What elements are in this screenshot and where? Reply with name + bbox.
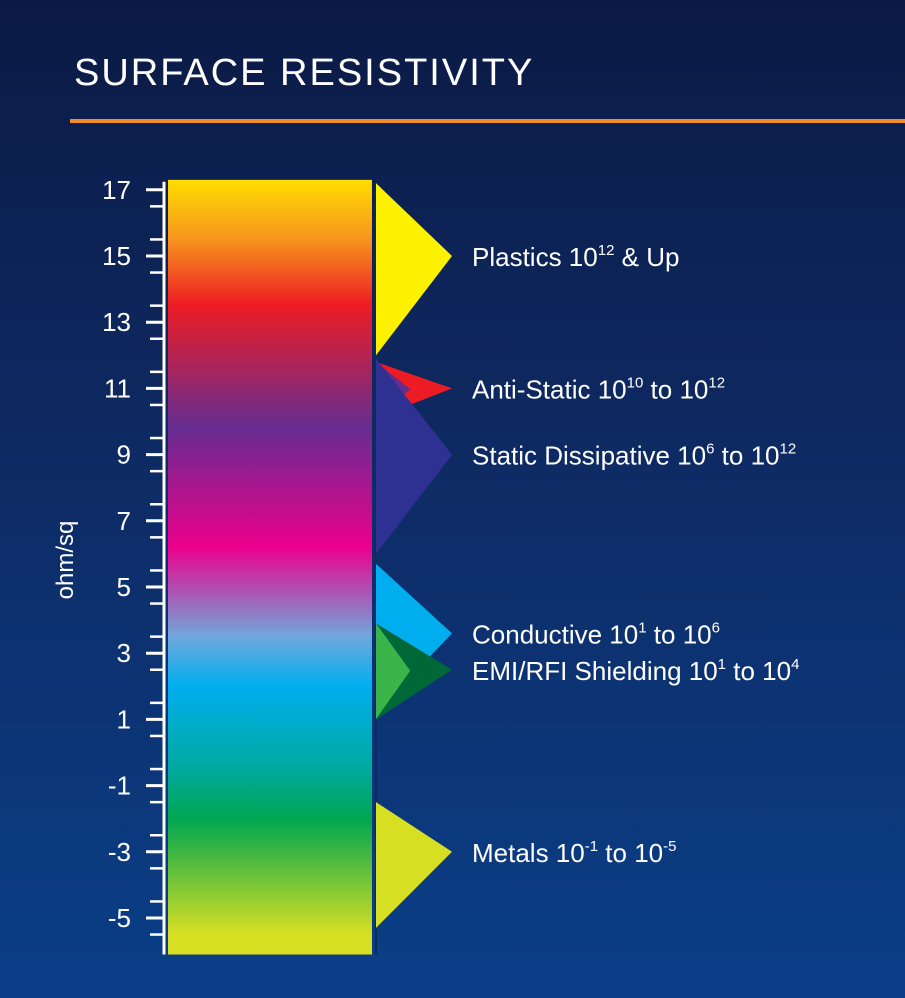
tick-label: 3 (117, 638, 131, 668)
tick-label: -3 (108, 837, 131, 867)
label-exponent: 10 (627, 374, 644, 391)
range-wedge (376, 358, 452, 554)
label-text: Anti-Static 10 (472, 374, 627, 404)
label-text: Static Dissipative 10 (472, 441, 706, 471)
range-label: Metals 10-1 to 10-5 (472, 838, 676, 868)
label-exponent: 6 (706, 441, 714, 458)
label-text: to 10 (598, 838, 663, 868)
label-text: to 10 (714, 441, 779, 471)
range-label: Plastics 1012 & Up (472, 242, 679, 272)
label-exponent: 12 (598, 242, 615, 259)
range-label: Anti-Static 1010 to 1012 (472, 374, 725, 404)
range-label: Static Dissipative 106 to 1012 (472, 441, 796, 471)
tick-label: 1 (117, 704, 131, 734)
range-label: Conductive 101 to 106 (472, 619, 720, 649)
label-exponent: 1 (638, 619, 646, 636)
label-text: to 10 (647, 619, 712, 649)
tick-label: 5 (117, 572, 131, 602)
label-text: Metals 10 (472, 838, 585, 868)
label-text: EMI/RFI Shielding 10 (472, 656, 718, 686)
range-static-dissipative (376, 358, 452, 554)
tick-label: 13 (102, 307, 131, 337)
title-rule (70, 119, 905, 123)
range-wedge (376, 802, 452, 928)
scale-bar (168, 179, 372, 955)
label-exponent: -1 (585, 838, 598, 855)
tick-label: 15 (102, 241, 131, 271)
label-text: Conductive 10 (472, 619, 638, 649)
range-plastics (376, 183, 452, 356)
page-title: SURFACE RESISTIVITY (74, 52, 535, 94)
label-text: Plastics 10 (472, 242, 598, 272)
range-label: EMI/RFI Shielding 101 to 104 (472, 656, 799, 686)
range-wedge (376, 623, 411, 720)
tick-label: 17 (102, 175, 131, 205)
label-exponent: 12 (780, 441, 797, 458)
tick-label: -5 (108, 903, 131, 933)
range-emi-rfi-shielding (376, 623, 452, 720)
range-markers (375, 183, 452, 955)
range-metals (376, 802, 452, 928)
y-axis: 17 15 13 11 9 7 5 3 1 -1 -3 -5 ohm/sq (52, 175, 166, 955)
label-exponent: -5 (663, 838, 676, 855)
label-text: & Up (614, 242, 679, 272)
label-exponent: 1 (718, 656, 726, 673)
tick-label: -1 (108, 771, 131, 801)
y-axis-label: ohm/sq (52, 521, 79, 600)
range-wedge (376, 183, 452, 356)
label-exponent: 4 (791, 656, 799, 673)
label-text: to 10 (643, 374, 708, 404)
range-wedge-accent (376, 623, 452, 720)
tick-label: 9 (117, 440, 131, 470)
label-exponent: 12 (708, 374, 725, 391)
gradient-scale (168, 179, 372, 955)
tick-label: 7 (117, 506, 131, 536)
label-text: to 10 (726, 656, 791, 686)
label-exponent: 6 (712, 619, 720, 636)
tick-label: 11 (104, 373, 131, 403)
